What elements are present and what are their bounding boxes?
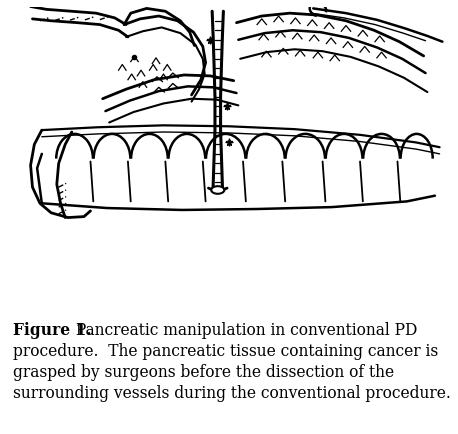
- Text: Pancreatic manipulation in conventional PD: Pancreatic manipulation in conventional …: [71, 322, 417, 339]
- Text: grasped by surgeons before the dissection of the: grasped by surgeons before the dissectio…: [13, 364, 394, 381]
- Text: surrounding vessels during the conventional procedure.: surrounding vessels during the conventio…: [13, 385, 451, 402]
- Text: procedure.  The pancreatic tissue containing cancer is: procedure. The pancreatic tissue contain…: [13, 343, 438, 360]
- Ellipse shape: [211, 186, 224, 194]
- Text: Figure 1.: Figure 1.: [13, 322, 92, 339]
